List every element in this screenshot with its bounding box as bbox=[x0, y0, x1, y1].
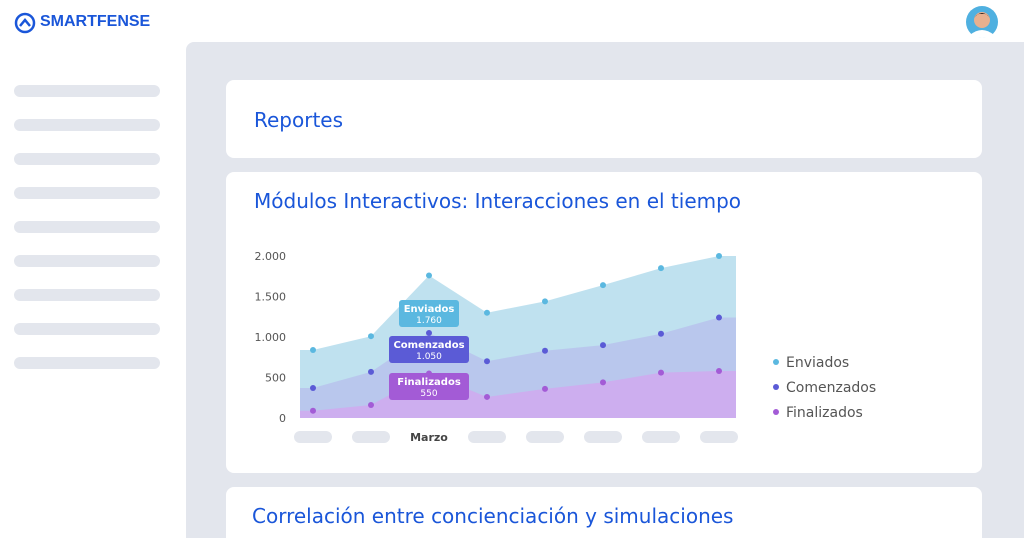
legend-label: Enviados bbox=[786, 355, 849, 371]
tooltip-series: Finalizados bbox=[397, 377, 461, 388]
point bbox=[658, 330, 664, 337]
avatar[interactable] bbox=[965, 5, 999, 39]
y-tick-label: 2.000 bbox=[255, 250, 287, 263]
data-label: 1.050 bbox=[416, 352, 442, 362]
point bbox=[426, 329, 432, 336]
x-tick-placeholder bbox=[468, 431, 506, 443]
point bbox=[484, 393, 490, 400]
point bbox=[310, 346, 316, 353]
point bbox=[426, 272, 432, 279]
nav-item[interactable] bbox=[14, 187, 160, 199]
y-tick-label: 0 bbox=[279, 412, 286, 425]
point bbox=[310, 407, 316, 414]
card-title: Módulos Interactivos: Interacciones en e… bbox=[254, 189, 742, 213]
legend-marker bbox=[773, 384, 779, 390]
tooltip-box bbox=[389, 336, 469, 363]
brand: SMARTFENSE bbox=[40, 13, 151, 30]
chart: 05001.0001.5002.000MarzoEnviados1.760Com… bbox=[255, 250, 877, 444]
y-tick-label: 1.500 bbox=[255, 291, 287, 304]
point bbox=[658, 369, 664, 376]
nav-item[interactable] bbox=[14, 85, 160, 97]
tooltip-series: Comenzados bbox=[393, 340, 464, 351]
card: Reportes bbox=[226, 80, 982, 158]
x-tick-placeholder bbox=[642, 431, 680, 443]
x-tick-placeholder bbox=[584, 431, 622, 443]
tooltip-box bbox=[399, 300, 459, 327]
card-title: Reportes bbox=[254, 108, 344, 132]
area bbox=[300, 371, 736, 418]
logo-icon bbox=[14, 12, 36, 34]
card-title: Correlación entre concienciación y simul… bbox=[252, 504, 734, 528]
legend-label: Comenzados bbox=[786, 380, 876, 396]
tooltip-series: Enviados bbox=[404, 304, 455, 315]
point bbox=[600, 282, 606, 289]
nav-item[interactable] bbox=[14, 357, 160, 369]
point bbox=[716, 368, 722, 375]
x-tick-placeholder bbox=[526, 431, 564, 443]
point bbox=[716, 314, 722, 321]
point bbox=[310, 385, 316, 392]
legend-label: Finalizados bbox=[786, 405, 863, 421]
point bbox=[368, 402, 374, 409]
nav-item[interactable] bbox=[14, 221, 160, 233]
point bbox=[484, 309, 490, 316]
nav-item[interactable] bbox=[14, 119, 160, 131]
x-tick-placeholder bbox=[294, 431, 332, 443]
tooltip-box bbox=[389, 373, 469, 400]
x-tick-placeholder bbox=[700, 431, 738, 443]
legend-marker bbox=[773, 409, 779, 415]
point bbox=[542, 298, 548, 305]
nav-item[interactable] bbox=[14, 289, 160, 301]
point bbox=[368, 368, 374, 375]
point bbox=[600, 342, 606, 349]
nav-item[interactable] bbox=[14, 255, 160, 267]
point bbox=[484, 358, 490, 365]
data-label: 1.760 bbox=[416, 316, 442, 326]
nav-item[interactable] bbox=[14, 153, 160, 165]
point bbox=[658, 265, 664, 272]
x-tick-label: Marzo bbox=[410, 431, 448, 444]
legend-marker bbox=[773, 359, 779, 365]
card: Correlación entre concienciación y simul… bbox=[226, 487, 982, 547]
y-tick-label: 500 bbox=[265, 372, 286, 385]
data-label: 550 bbox=[420, 389, 437, 399]
x-tick-placeholder bbox=[352, 431, 390, 443]
point bbox=[542, 385, 548, 392]
point bbox=[600, 379, 606, 386]
point bbox=[368, 333, 374, 340]
y-tick-label: 1.000 bbox=[255, 331, 287, 344]
point bbox=[716, 253, 722, 259]
card: Módulos Interactivos: Interacciones en e… bbox=[226, 172, 982, 473]
point bbox=[542, 347, 548, 354]
nav-item[interactable] bbox=[14, 323, 160, 335]
